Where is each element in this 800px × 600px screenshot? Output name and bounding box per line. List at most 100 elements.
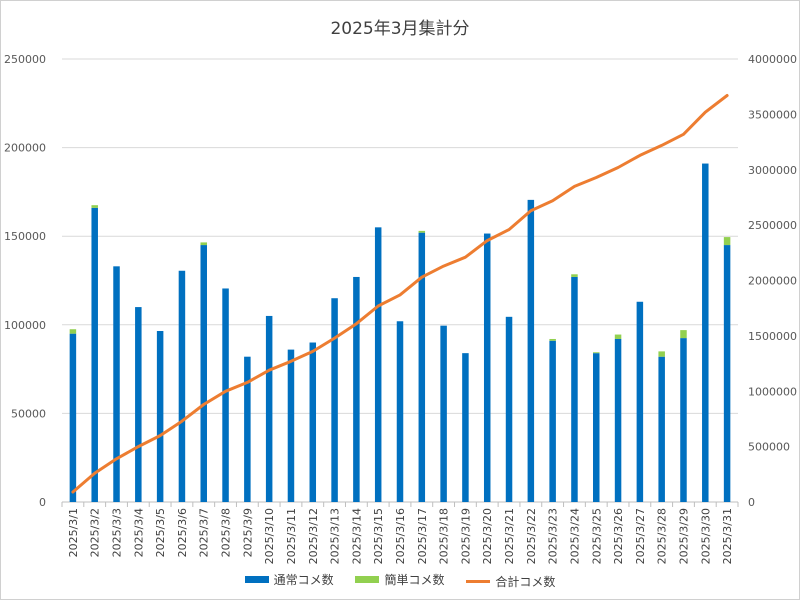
x-tick-label: 2025/3/14	[350, 508, 363, 564]
y-left-tick-label: 0	[39, 496, 46, 509]
x-tick-label: 2025/3/4	[132, 508, 145, 557]
y-right-tick-label: 2000000	[748, 275, 797, 288]
x-tick-label: 2025/3/9	[241, 508, 254, 557]
bar-simple	[723, 237, 731, 246]
bar-regular	[396, 321, 404, 502]
x-tick-label: 2025/3/3	[111, 508, 124, 557]
legend-swatch-simple	[355, 576, 380, 583]
x-tick-label: 2025/3/6	[176, 508, 189, 557]
bar-regular	[440, 325, 447, 502]
x-tick-label: 2025/3/20	[481, 508, 494, 564]
legend-item-simple: 簡単コメ数	[355, 571, 445, 588]
bar-regular	[113, 266, 120, 502]
x-tick-label: 2025/3/18	[438, 508, 451, 564]
x-tick-label: 2025/3/12	[307, 508, 320, 564]
legend-swatch-regular	[244, 576, 269, 583]
legend-item-total: 合計コメ数	[466, 573, 555, 590]
x-tick-label: 2025/3/24	[568, 508, 581, 564]
bar-regular	[723, 245, 731, 502]
bar-regular	[222, 288, 229, 502]
bar-regular	[331, 298, 338, 502]
x-tick-label: 2025/3/23	[547, 508, 560, 564]
x-tick-label: 2025/3/13	[329, 508, 342, 564]
bar-regular	[636, 301, 644, 502]
bar-simple	[593, 352, 600, 354]
y-right-tick-label: 1000000	[748, 385, 797, 398]
y-left-tick-label: 250000	[4, 53, 46, 66]
bar-regular	[156, 331, 164, 502]
y-left-tick-label: 150000	[4, 230, 46, 243]
bar-regular	[178, 270, 186, 502]
x-tick-label: 2025/3/7	[198, 508, 211, 557]
x-tick-label: 2025/3/28	[656, 508, 669, 564]
x-tick-label: 2025/3/29	[677, 508, 690, 564]
y-right-tick-label: 4000000	[748, 53, 797, 66]
x-tick-label: 2025/3/26	[612, 508, 625, 564]
bar-regular	[462, 353, 469, 502]
legend-label-total: 合計コメ数	[495, 575, 556, 589]
y-right-tick-label: 0	[748, 496, 755, 509]
bar-simple	[418, 230, 426, 233]
x-tick-label: 2025/3/17	[416, 508, 429, 564]
bar-simple	[549, 338, 556, 341]
x-tick-label: 2025/3/22	[525, 508, 538, 564]
bar-regular	[702, 163, 709, 502]
bar-regular	[527, 199, 535, 502]
legend-item-regular: 通常コメ数	[244, 571, 334, 588]
y-left-tick-label: 100000	[4, 319, 46, 332]
bar-simple	[614, 334, 622, 339]
x-tick-label: 2025/3/27	[634, 508, 647, 564]
bar-regular	[549, 340, 556, 502]
chart-title: 2025年3月集計分	[330, 19, 470, 39]
bar-regular	[418, 232, 426, 502]
bar-regular	[571, 276, 578, 502]
x-tick-label: 2025/3/25	[590, 508, 603, 564]
legend-swatch-total	[466, 580, 491, 583]
legend-label-simple: 簡単コメ数	[384, 573, 445, 587]
bar-regular	[287, 349, 295, 502]
bar-simple	[91, 205, 98, 208]
bar-simple	[571, 274, 578, 277]
bar-regular	[658, 356, 665, 502]
x-tick-label: 2025/3/1	[67, 508, 80, 557]
x-tick-label: 2025/3/10	[263, 508, 276, 564]
bar-regular	[505, 316, 513, 502]
x-tick-label: 2025/3/8	[220, 508, 233, 557]
bar-simple	[680, 330, 687, 339]
x-tick-label: 2025/3/16	[394, 508, 407, 564]
x-tick-label: 2025/3/21	[503, 508, 516, 564]
bar-regular	[244, 356, 251, 502]
bar-regular	[135, 307, 142, 502]
y-right-tick-label: 500000	[748, 441, 790, 454]
bar-regular	[265, 315, 273, 502]
bar-regular	[309, 342, 317, 502]
x-tick-label: 2025/3/15	[372, 508, 385, 564]
bar-regular	[353, 276, 360, 502]
y-right-tick-label: 1500000	[748, 330, 797, 343]
bar-regular	[593, 353, 600, 502]
line-total	[71, 94, 729, 494]
legend-label-regular: 通常コメ数	[273, 573, 334, 587]
x-tick-label: 2025/3/19	[459, 508, 472, 564]
bar-regular	[200, 245, 207, 502]
x-tick-label: 2025/3/30	[699, 508, 712, 564]
y-left-tick-label: 50000	[11, 407, 46, 420]
chart-legend: 通常コメ数 簡単コメ数 合計コメ数	[0, 571, 800, 590]
y-left-tick-label: 200000	[4, 142, 46, 155]
y-right-tick-label: 2500000	[748, 219, 797, 232]
bar-regular	[614, 338, 622, 502]
bar-regular	[69, 333, 77, 502]
x-tick-label: 2025/3/2	[89, 508, 102, 557]
bar-regular	[374, 227, 382, 502]
bar-simple	[658, 351, 665, 357]
bar-regular	[680, 338, 687, 502]
bar-regular	[483, 233, 491, 503]
y-right-tick-label: 3000000	[748, 164, 797, 177]
bar-regular	[91, 207, 98, 502]
x-tick-label: 2025/3/31	[721, 508, 734, 564]
y-right-tick-label: 3500000	[748, 108, 797, 121]
bar-simple	[69, 329, 77, 334]
x-tick-label: 2025/3/11	[285, 508, 298, 564]
bar-simple	[200, 242, 207, 246]
